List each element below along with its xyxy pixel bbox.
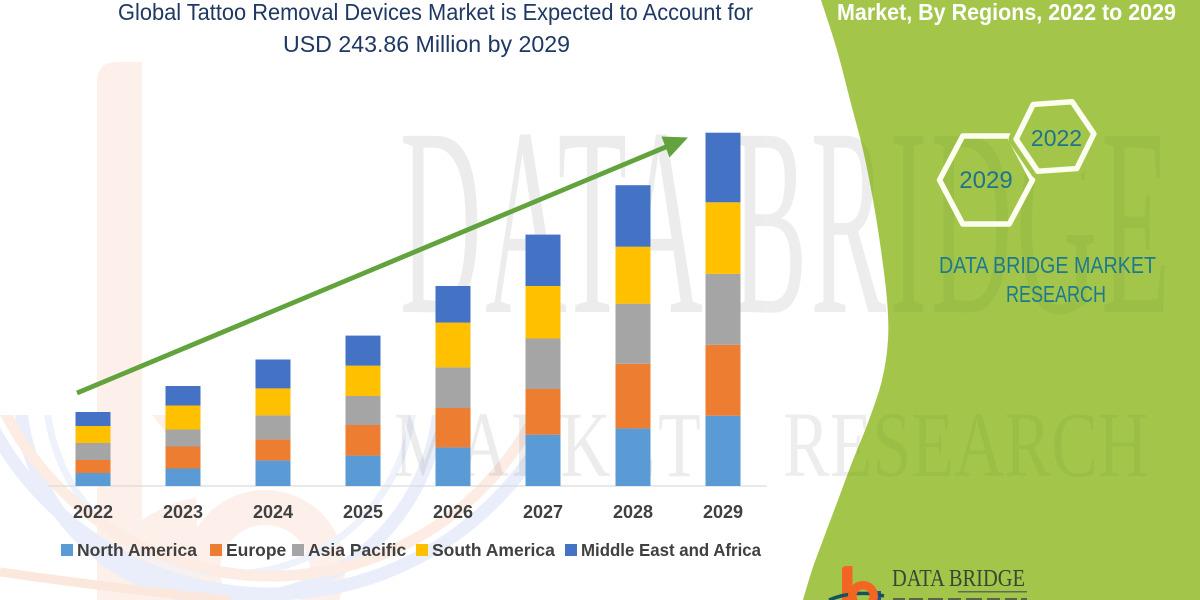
svg-text:Europe: Europe — [226, 540, 287, 560]
svg-text:North America: North America — [77, 540, 197, 560]
svg-text:Middle East and Africa: Middle East and Africa — [581, 540, 761, 560]
svg-text:Asia Pacific: Asia Pacific — [308, 540, 407, 560]
svg-text:RESEARCH: RESEARCH — [1006, 281, 1106, 307]
svg-text:South America: South America — [432, 540, 555, 560]
svg-text:USD 243.86 Million by 2029: USD 243.86 Million by 2029 — [283, 31, 570, 57]
svg-text:DATA BRIDGE: DATA BRIDGE — [892, 566, 1025, 592]
svg-text:Global Tattoo Removal Devices: Global Tattoo Removal Devices Market is … — [118, 0, 753, 25]
svg-text:2029: 2029 — [959, 167, 1012, 194]
svg-text:Market, By Regions, 2022 to 20: Market, By Regions, 2022 to 2029 — [837, 0, 1176, 25]
svg-text:2027: 2027 — [523, 502, 563, 522]
svg-text:2028: 2028 — [613, 502, 653, 522]
svg-text:2026: 2026 — [433, 502, 473, 522]
svg-text:2022: 2022 — [1031, 125, 1082, 151]
svg-text:2023: 2023 — [163, 502, 203, 522]
svg-text:DATA BRIDGE MARKET: DATA BRIDGE MARKET — [939, 252, 1156, 278]
svg-text:2025: 2025 — [343, 502, 383, 522]
svg-text:2022: 2022 — [73, 502, 113, 522]
svg-text:2024: 2024 — [253, 502, 293, 522]
svg-text:2029: 2029 — [703, 502, 743, 522]
